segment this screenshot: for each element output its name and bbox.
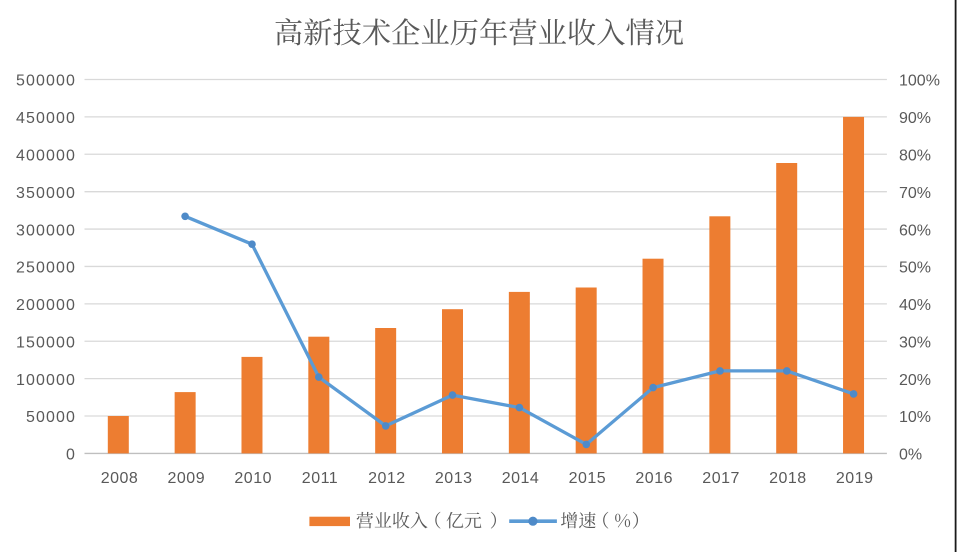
svg-text:450000: 450000 xyxy=(16,110,76,127)
svg-text:300000: 300000 xyxy=(16,222,76,239)
svg-text:100000: 100000 xyxy=(16,372,76,389)
svg-text:30%: 30% xyxy=(899,334,931,351)
svg-text:350000: 350000 xyxy=(16,185,76,202)
svg-text:200000: 200000 xyxy=(16,297,76,314)
svg-text:2017: 2017 xyxy=(702,470,740,487)
svg-text:150000: 150000 xyxy=(16,334,76,351)
svg-text:50000: 50000 xyxy=(26,409,76,426)
svg-text:250000: 250000 xyxy=(16,260,76,277)
svg-text:400000: 400000 xyxy=(16,148,76,165)
svg-text:2012: 2012 xyxy=(368,470,406,487)
svg-text:50%: 50% xyxy=(899,260,931,277)
svg-text:0%: 0% xyxy=(899,447,922,464)
svg-text:2014: 2014 xyxy=(502,470,540,487)
svg-text:40%: 40% xyxy=(899,297,931,314)
svg-text:2016: 2016 xyxy=(635,470,673,487)
svg-text:500000: 500000 xyxy=(16,73,76,90)
svg-text:2010: 2010 xyxy=(234,470,272,487)
svg-text:2019: 2019 xyxy=(836,470,874,487)
svg-text:10%: 10% xyxy=(899,409,931,426)
svg-text:2015: 2015 xyxy=(569,470,607,487)
svg-text:80%: 80% xyxy=(899,148,931,165)
svg-text:2009: 2009 xyxy=(168,470,206,487)
svg-text:20%: 20% xyxy=(899,372,931,389)
svg-text:70%: 70% xyxy=(899,185,931,202)
svg-text:90%: 90% xyxy=(899,110,931,127)
svg-text:60%: 60% xyxy=(899,222,931,239)
svg-text:100%: 100% xyxy=(899,73,940,90)
svg-text:2011: 2011 xyxy=(302,470,338,487)
svg-text:2008: 2008 xyxy=(101,470,139,487)
svg-text:0: 0 xyxy=(66,447,76,464)
svg-text:2018: 2018 xyxy=(769,470,807,487)
svg-text:2013: 2013 xyxy=(435,470,473,487)
